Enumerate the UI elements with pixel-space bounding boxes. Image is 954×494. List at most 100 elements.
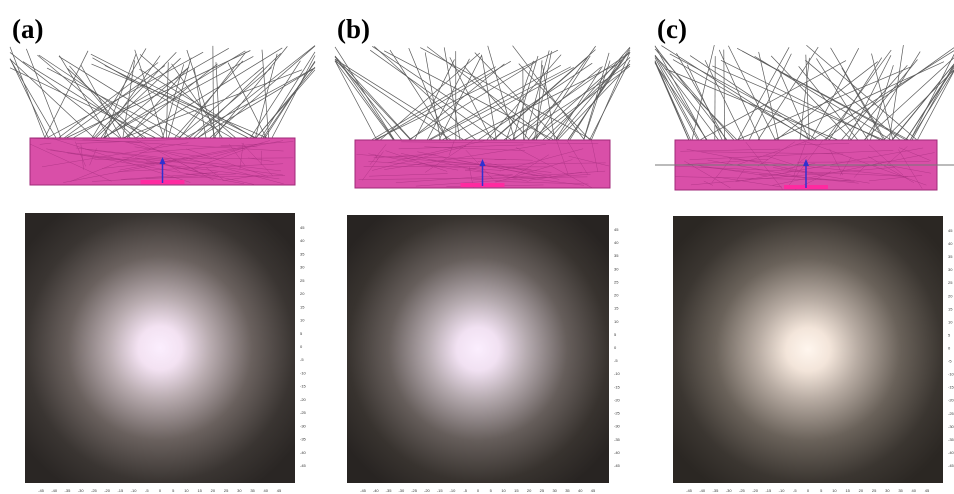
x-tick-label: -40 — [699, 488, 706, 493]
x-tick-label: 10 — [501, 488, 506, 493]
x-tick-label: -15 — [437, 488, 444, 493]
x-tick-label: -45 — [38, 488, 45, 493]
y-tick-label: -25 — [614, 411, 621, 416]
x-tick-label: -10 — [779, 488, 786, 493]
ray — [374, 46, 478, 142]
y-tick-label: 10 — [948, 319, 953, 324]
y-tick-label: -10 — [948, 372, 954, 377]
ray — [831, 48, 887, 142]
y-tick-label: -35 — [948, 437, 954, 442]
y-tick-label: 0 — [300, 344, 303, 349]
y-tick-label: 40 — [300, 238, 305, 243]
x-tick-label: 5 — [820, 488, 823, 493]
ray — [10, 59, 49, 140]
x-tick-label: -20 — [104, 488, 111, 493]
ray-bundle — [10, 46, 315, 140]
x-tick-label: -20 — [752, 488, 759, 493]
x-tick-label: -35 — [386, 488, 393, 493]
x-tick-label: 15 — [197, 488, 202, 493]
ray — [39, 55, 166, 140]
y-tick-label: -5 — [614, 358, 618, 363]
x-tick-label: 35 — [250, 488, 255, 493]
x-tick-label: -15 — [765, 488, 772, 493]
x-tick-label: -45 — [686, 488, 693, 493]
ray — [692, 45, 715, 142]
ray — [372, 46, 514, 142]
y-tick-label: -30 — [614, 424, 621, 429]
ray — [737, 48, 912, 142]
y-tick-label: -10 — [614, 371, 621, 376]
page: (a)-45-45-40-40-35-35-30-30-25-25-20-20-… — [0, 0, 954, 494]
y-tick-label: 10 — [614, 319, 619, 324]
ray — [44, 51, 88, 140]
ray — [655, 58, 700, 142]
irradiance-map — [25, 213, 295, 483]
y-tick-label: 45 — [948, 228, 953, 233]
x-tick-label: 40 — [578, 488, 583, 493]
x-tick-label: 5 — [490, 488, 493, 493]
y-tick-label: -30 — [948, 424, 954, 429]
panel-label: (c) — [657, 14, 687, 44]
ray — [806, 55, 810, 142]
x-tick-label: 25 — [224, 488, 229, 493]
y-tick-label: -5 — [300, 357, 304, 362]
y-tick-label: 5 — [614, 332, 617, 337]
y-tick-label: 30 — [948, 267, 953, 272]
y-tick-label: 15 — [614, 306, 619, 311]
y-tick-label: -20 — [948, 398, 954, 403]
x-tick-label: -10 — [450, 488, 457, 493]
y-tick-label: 0 — [948, 346, 951, 351]
x-tick-label: 35 — [565, 488, 570, 493]
x-tick-label: 20 — [859, 488, 864, 493]
ray-bundle — [655, 45, 954, 142]
x-tick-label: -5 — [145, 488, 149, 493]
ray — [373, 61, 511, 142]
x-tick-label: 45 — [925, 488, 930, 493]
ray — [335, 56, 413, 142]
y-tick-label: 35 — [614, 253, 619, 258]
y-tick-label: -35 — [300, 437, 307, 442]
ray — [125, 68, 187, 140]
x-tick-label: -30 — [78, 488, 85, 493]
x-tick-label: 10 — [832, 488, 837, 493]
ray — [335, 56, 396, 142]
y-tick-label: -15 — [948, 385, 954, 390]
ray — [181, 68, 315, 140]
ray — [655, 62, 691, 142]
y-tick-label: 25 — [300, 278, 305, 283]
ray — [655, 56, 708, 142]
ray — [262, 62, 315, 140]
ray — [732, 67, 910, 142]
ray — [655, 56, 739, 142]
x-tick-label: 45 — [277, 488, 282, 493]
ray — [583, 61, 610, 142]
x-tick-label: -30 — [398, 488, 405, 493]
y-tick-label: -40 — [300, 450, 307, 455]
y-tick-label: 40 — [948, 241, 953, 246]
ray — [335, 57, 403, 142]
figure: (a)-45-45-40-40-35-35-30-30-25-25-20-20-… — [0, 0, 954, 494]
ray — [721, 60, 885, 142]
y-tick-label: 40 — [614, 240, 619, 245]
ray — [254, 70, 315, 140]
ray — [655, 46, 729, 142]
ray — [909, 49, 954, 142]
x-tick-label: -15 — [117, 488, 124, 493]
y-tick-label: 30 — [300, 265, 305, 270]
y-tick-label: 20 — [300, 291, 305, 296]
y-tick-label: 35 — [300, 251, 305, 256]
x-tick-label: -40 — [373, 488, 380, 493]
y-tick-label: -45 — [948, 463, 954, 468]
ray — [488, 46, 516, 142]
x-tick-label: -25 — [91, 488, 98, 493]
ray — [271, 55, 315, 140]
x-tick-label: 15 — [514, 488, 519, 493]
x-tick-label: 10 — [184, 488, 189, 493]
x-tick-label: -25 — [739, 488, 746, 493]
y-tick-label: 0 — [614, 345, 617, 350]
ray — [187, 50, 216, 140]
y-tick-label: 15 — [300, 304, 305, 309]
x-tick-label: 0 — [807, 488, 810, 493]
x-tick-label: -10 — [131, 488, 138, 493]
irradiance-map — [673, 216, 943, 483]
